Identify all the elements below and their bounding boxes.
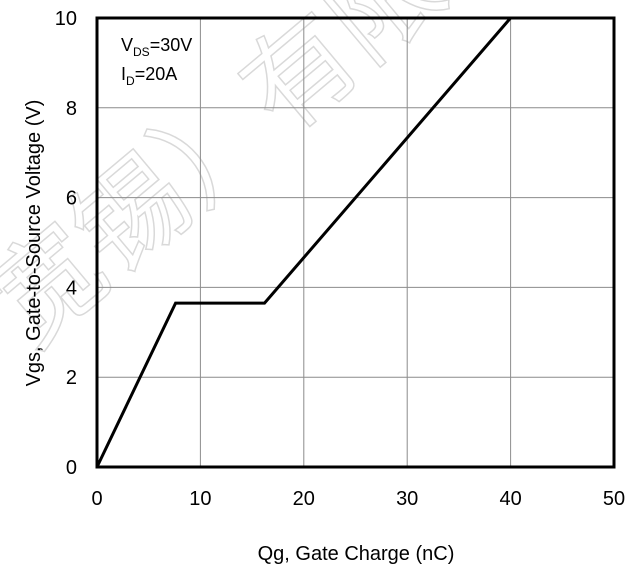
y-tick-label: 2 (66, 367, 77, 389)
annotation-vds-text: VDS=30V (121, 35, 192, 59)
y-axis-label: Vgs, Gate-to-Source Voltage (V) (23, 100, 45, 387)
watermark: 宽锡）有限公司 (0, 0, 637, 371)
series-line-vgs (95, 17, 512, 468)
x-tick-label: 40 (499, 488, 521, 510)
x-tick-label: 10 (189, 488, 211, 510)
series-group (95, 17, 512, 468)
y-tick-label: 4 (66, 277, 77, 299)
plot-frame (95, 16, 616, 469)
x-axis-label: Qg, Gate Charge (nC) (258, 543, 455, 565)
annotation-id-text: ID=20A (121, 64, 177, 88)
y-tick-label: 0 (66, 457, 77, 479)
annotation-id: ID=20A (121, 64, 177, 88)
x-tick-label: 50 (603, 488, 625, 510)
y-tick-labels: 0 2 4 6 8 10 (55, 8, 77, 479)
annotation-vds: VDS=30V (121, 35, 192, 59)
x-tick-label: 30 (396, 488, 418, 510)
x-tick-label: 20 (293, 488, 315, 510)
x-tick-label: 0 (91, 488, 102, 510)
x-tick-labels: 0 10 20 30 40 50 (91, 488, 625, 510)
y-tick-label: 6 (66, 188, 77, 210)
y-tick-label: 8 (66, 98, 77, 120)
y-tick-label: 10 (55, 8, 77, 30)
